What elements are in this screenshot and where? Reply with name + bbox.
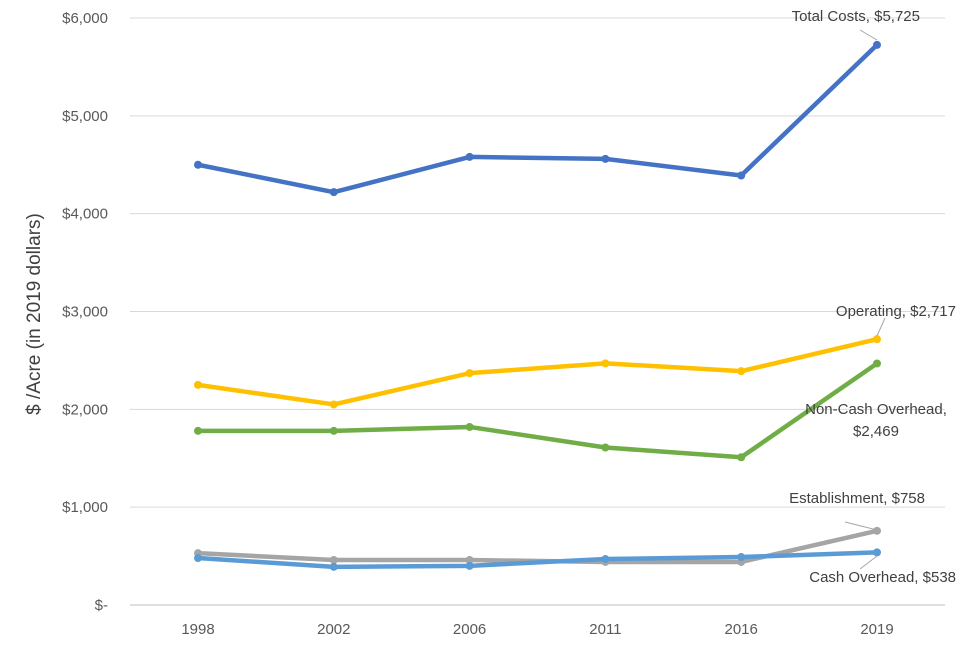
series-line — [195, 336, 880, 407]
y-tick-label: $6,000 — [62, 10, 108, 27]
data-label: Establishment, $758 — [789, 490, 925, 507]
data-point — [465, 422, 474, 431]
leader-line — [844, 521, 878, 531]
y-tick-label: $- — [95, 597, 108, 614]
data-labels: Total Costs, $5,725 Operating, $2,717 Non-… — [789, 8, 956, 586]
data-point — [601, 359, 610, 368]
x-tick-label: 2016 — [725, 621, 758, 638]
series-line — [195, 361, 880, 460]
series-total-costs — [194, 40, 881, 197]
y-tick-label: $5,000 — [62, 108, 108, 125]
series-lines — [194, 40, 881, 571]
data-point — [873, 359, 881, 368]
data-point — [737, 453, 746, 462]
y-axis-label: $ /Acre (in 2019 dollars) — [24, 213, 45, 415]
data-point — [465, 152, 474, 161]
data-point — [737, 367, 746, 376]
data-point — [601, 154, 610, 163]
leader-line — [859, 555, 878, 570]
data-point — [737, 171, 746, 180]
data-point — [465, 369, 474, 378]
leader-line — [876, 317, 886, 337]
data-point — [329, 188, 338, 197]
data-point — [601, 555, 610, 564]
y-axis-ticks: $- $1,000 $2,000 $3,000 $4,000 $5,000 $6,000 — [62, 10, 108, 614]
data-point — [329, 555, 338, 564]
x-axis-ticks: 1998 2002 2006 2011 2016 2019 — [181, 621, 893, 638]
data-point — [194, 554, 202, 563]
data-label: Non-Cash Overhead, — [805, 401, 947, 418]
data-point — [329, 562, 338, 571]
leader-line — [859, 29, 878, 41]
data-point — [873, 40, 881, 49]
data-point — [194, 426, 202, 435]
data-point — [873, 335, 881, 344]
gridlines — [130, 17, 945, 606]
series-line — [195, 42, 880, 195]
data-point — [601, 443, 610, 452]
data-point — [465, 561, 474, 570]
data-point — [737, 553, 746, 562]
data-point — [873, 526, 881, 535]
y-tick-label: $1,000 — [62, 499, 108, 516]
data-point — [194, 380, 202, 389]
series-cash-overhead — [194, 548, 881, 571]
x-tick-label: 1998 — [181, 621, 214, 638]
data-point — [465, 555, 474, 564]
x-tick-label: 2019 — [860, 621, 893, 638]
y-tick-label: $2,000 — [62, 401, 108, 418]
series-line — [195, 550, 880, 570]
y-tick-label: $4,000 — [62, 206, 108, 223]
x-tick-label: 2011 — [589, 621, 621, 638]
x-tick-label: 2002 — [317, 621, 350, 638]
y-tick-label: $3,000 — [62, 304, 108, 321]
data-label: Total Costs, $5,725 — [792, 8, 920, 25]
data-point — [873, 548, 881, 557]
series-operating — [194, 335, 881, 409]
data-label: Operating, $2,717 — [836, 303, 956, 320]
series-non-cash-overhead — [194, 359, 881, 462]
data-point — [329, 426, 338, 435]
data-point — [329, 400, 338, 409]
data-point — [194, 160, 202, 169]
data-label: Cash Overhead, $538 — [809, 569, 956, 586]
x-tick-label: 2006 — [453, 621, 486, 638]
data-label: $2,469 — [853, 423, 899, 440]
series-establishment — [194, 526, 881, 566]
